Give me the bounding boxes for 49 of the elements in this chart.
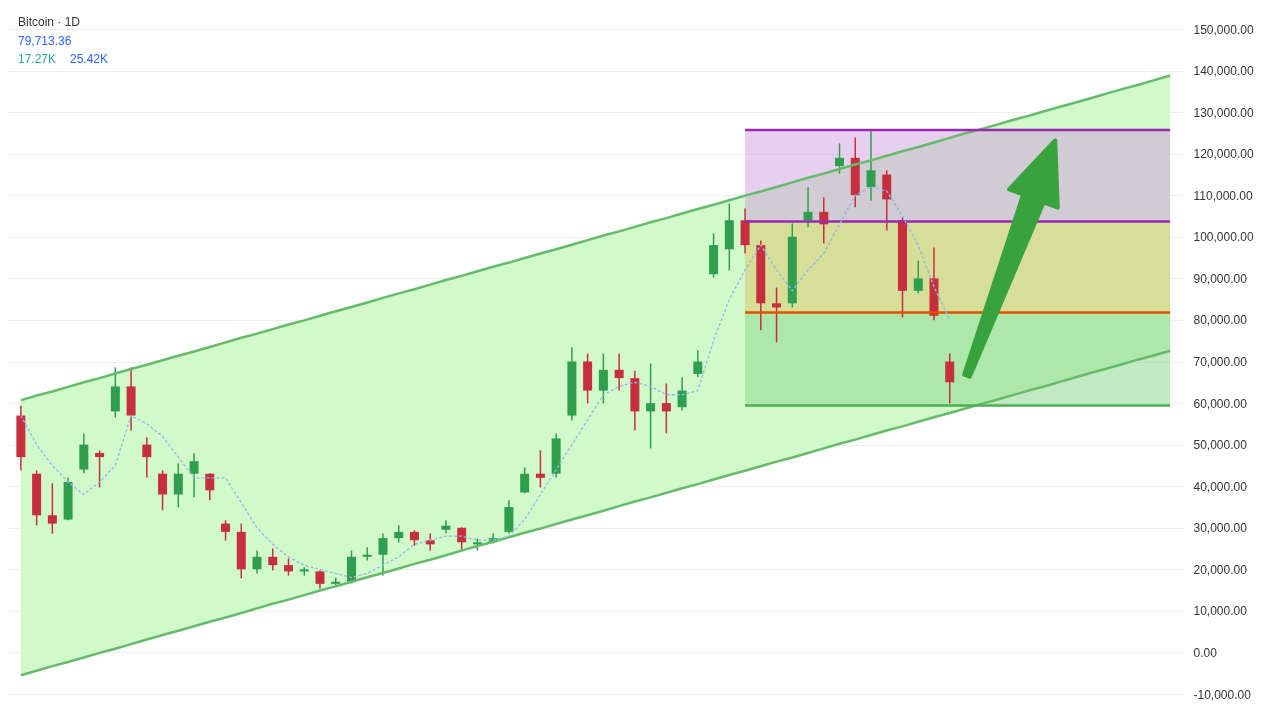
candlestick — [221, 519, 231, 542]
candlestick — [189, 452, 199, 499]
line-series — [19, 74, 1172, 402]
y-tick-label: 70,000.00 — [1193, 355, 1248, 369]
annotation: 79,713.36 — [18, 34, 72, 48]
candlestick — [378, 532, 388, 577]
y-tick-label: 60,000.00 — [1193, 396, 1248, 411]
y-tick-label: 120,000.00 — [1193, 147, 1254, 162]
y-tick-label: 110,000.00 — [1193, 188, 1253, 203]
y-tick-label: 90,000.00 — [1193, 271, 1248, 286]
annotation: 17.27K — [18, 52, 57, 66]
y-tick-label: 40,000.00 — [1193, 479, 1248, 494]
candlestick — [252, 549, 262, 575]
candlestick — [835, 142, 845, 175]
candlestick — [158, 469, 168, 512]
y-tick-label: 50,000.00 — [1193, 438, 1248, 453]
candlestick — [95, 449, 105, 489]
y-tick-label: 0.00 — [1193, 645, 1218, 660]
candlestick — [598, 352, 608, 405]
candlestick — [913, 259, 923, 295]
candlestick — [677, 376, 687, 412]
y-tick-label: 100,000.00 — [1193, 230, 1254, 245]
line-series — [19, 349, 1172, 677]
candlestick — [661, 382, 671, 435]
y-tick-label: 140,000.00 — [1193, 64, 1254, 79]
candlestick — [535, 449, 545, 489]
candlestick — [362, 546, 372, 562]
candlestick — [803, 186, 813, 228]
candlestick — [945, 352, 955, 405]
y-tick-label: 150,000.00 — [1193, 22, 1254, 37]
annotation: 25.42K — [70, 52, 109, 66]
candlestick — [693, 349, 703, 379]
y-tick-label: -10,000.00 — [1193, 687, 1252, 702]
candlestick — [268, 547, 278, 572]
candlestick — [614, 352, 624, 392]
candlestick — [520, 466, 530, 494]
y-tick-label: 30,000.00 — [1193, 521, 1248, 536]
candlestick — [772, 286, 782, 344]
candlestick — [173, 462, 183, 509]
candlestick — [441, 519, 451, 535]
candlestick — [47, 482, 57, 535]
candlestick — [646, 362, 656, 450]
y-tick-label: 130,000.00 — [1193, 105, 1254, 120]
candlestick — [866, 129, 876, 202]
y-tick-label: 20,000.00 — [1193, 562, 1248, 577]
candlestick — [142, 436, 152, 479]
chart-title: Bitcoin · 1D — [18, 15, 81, 29]
y-tick-label: 80,000.00 — [1193, 313, 1248, 328]
y-tick-label: 10,000.00 — [1193, 604, 1248, 619]
